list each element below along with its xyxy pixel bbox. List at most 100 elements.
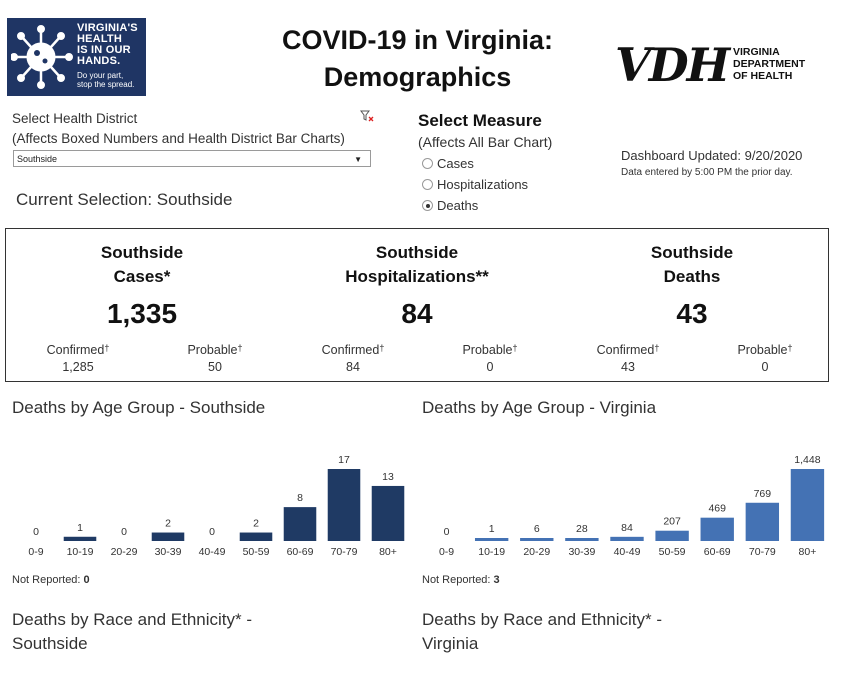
measure-option-label: Hospitalizations [437,177,529,192]
bar-value-label: 469 [708,503,726,515]
metric-title: Cases* [113,267,171,286]
bar-80+[interactable] [790,469,825,541]
district-filter-label-line1: Select Health District [12,111,138,126]
virus-icon [11,25,73,89]
bar-30-39[interactable] [151,532,185,541]
x-tick-label: 10-19 [478,546,505,558]
bar-20-29[interactable] [520,538,554,541]
southside-age-chart: 0 0-9 1 10-19 0 20-29 2 30-39 0 40-49 2 50-59 8 60-69… [28,454,405,558]
x-tick-label: 40-49 [614,546,641,558]
x-tick-label: 80+ [379,546,397,558]
bar-value-label: 769 [754,488,772,500]
confirmed-value: 1,285 [62,360,94,374]
bar-40-49[interactable] [610,536,644,541]
measure-option-deaths[interactable]: Deaths [422,198,478,216]
x-tick-label: 70-79 [331,546,358,558]
dagger-mark: † [237,343,243,353]
chevron-down-icon: ▼ [354,155,362,164]
x-tick-label: 80+ [799,546,817,558]
dagger-mark: † [654,343,660,353]
measure-option-hospitalizations[interactable]: Hospitalizations [422,177,528,195]
radio-unselected-icon[interactable] [422,179,433,190]
health-district-selected: Southside [17,154,58,164]
metric-cases: Southside Cases* 1,335 [22,241,262,330]
bar-10-19[interactable] [474,538,509,541]
metric-value: 43 [676,298,708,329]
bar-value-label: 207 [663,516,681,528]
probable-value: 0 [761,360,769,374]
x-tick-label: 0-9 [439,546,454,558]
bar-value-label: 1 [77,522,83,534]
radio-selected-icon[interactable] [422,200,433,211]
virginia-age-chart: 0 0-9 1 10-19 6 20-29 28 30-39 84 40-49 207 50-59 46… [439,454,825,558]
logo-text-line: HANDS. [77,55,121,67]
bar-value-label: 0 [209,526,215,538]
bar-80+[interactable] [371,485,405,541]
x-tick-label: 0-9 [28,546,43,558]
bar-70-79[interactable] [745,502,780,541]
metric-value: 1,335 [106,298,178,329]
vdh-sub-line: OF HEALTH [733,70,793,82]
page-title-line1: COVID-19 in Virginia: [281,25,554,55]
health-district-dropdown[interactable]: Southside ▼ [13,150,371,167]
virginia-age-chart-title: Deaths by Age Group - Virginia [422,398,657,417]
radio-unselected-icon[interactable] [422,158,433,169]
x-tick-label: 30-39 [568,546,595,558]
summary-box: Southside Cases* 1,335 Southside Hospita… [5,228,829,382]
confirmed-value: 84 [346,360,360,374]
hospitalizations-confirmed: Confirmed† 84 [293,343,413,374]
dashboard-updated: Dashboard Updated: 9/20/2020 [621,148,803,163]
bar-value-label: 1 [489,523,495,535]
bar-70-79[interactable] [327,469,361,541]
vdh-logo: VDH VIRGINIA DEPARTMENT OF HEALTH [615,38,825,92]
measure-subtitle: (Affects All Bar Chart) [418,134,553,150]
metric-title: Southside [100,243,184,262]
x-tick-label: 40-49 [199,546,226,558]
bar-value-label: 2 [165,518,171,530]
not-reported-label: Not Reported: [422,574,491,586]
bar-value-label: 17 [338,454,350,466]
logo-text-line: IS IN OUR [77,44,131,56]
bar-value-label: 8 [297,492,303,504]
district-filter-label: Select Health District (Affects Boxed Nu… [12,109,345,149]
bar-60-69[interactable] [700,517,734,541]
bar-10-19[interactable] [63,536,97,541]
bar-value-label: 0 [33,526,39,538]
x-tick-label: 50-59 [243,546,270,558]
metric-title: Deaths [663,267,721,286]
probable-label: Probable [462,343,513,357]
logo-text-line: VIRGINIA'S [77,22,138,34]
bar-50-59[interactable] [655,530,689,541]
district-filter-label-line2: (Affects Boxed Numbers and Health Distri… [12,131,345,146]
measure-option-label: Cases [437,156,474,171]
bar-30-39[interactable] [565,538,599,541]
x-tick-label: 20-29 [111,546,138,558]
measure-option-cases[interactable]: Cases [422,156,474,174]
measure-option-label: Deaths [437,198,479,213]
logo-text-line: HEALTH [77,33,122,45]
logo-tagline-line: Do your part, [77,71,124,80]
virginia-health-logo: VIRGINIA'S HEALTH IS IN OUR HANDS. Do yo… [7,18,146,96]
metric-hospitalizations: Southside Hospitalizations** 84 [297,241,537,330]
bar-value-label: 0 [121,526,127,538]
probable-value: 50 [208,360,222,374]
cases-confirmed: Confirmed† 1,285 [18,343,138,374]
bar-60-69[interactable] [283,507,317,541]
confirmed-value: 43 [621,360,635,374]
logo-tagline-line: stop the spread. [77,80,135,89]
probable-label: Probable [737,343,788,357]
metric-value: 84 [401,298,433,329]
x-tick-label: 50-59 [659,546,686,558]
southside-not-reported: Not Reported: 0 [12,574,90,586]
probable-value: 0 [486,360,494,374]
deaths-confirmed: Confirmed† 43 [568,343,688,374]
page-title: COVID-19 in Virginia: Demographics [250,22,585,96]
probable-label: Probable [187,343,238,357]
vdh-sub-line: DEPARTMENT [733,58,806,70]
clear-filter-icon[interactable] [360,110,374,122]
virginia-race-chart-title: Deaths by Race and Ethnicity* - Virginia [422,608,662,656]
bar-50-59[interactable] [239,532,273,541]
hospitalizations-probable: Probable† 0 [430,343,550,374]
x-tick-label: 70-79 [749,546,776,558]
x-tick-label: 60-69 [287,546,314,558]
